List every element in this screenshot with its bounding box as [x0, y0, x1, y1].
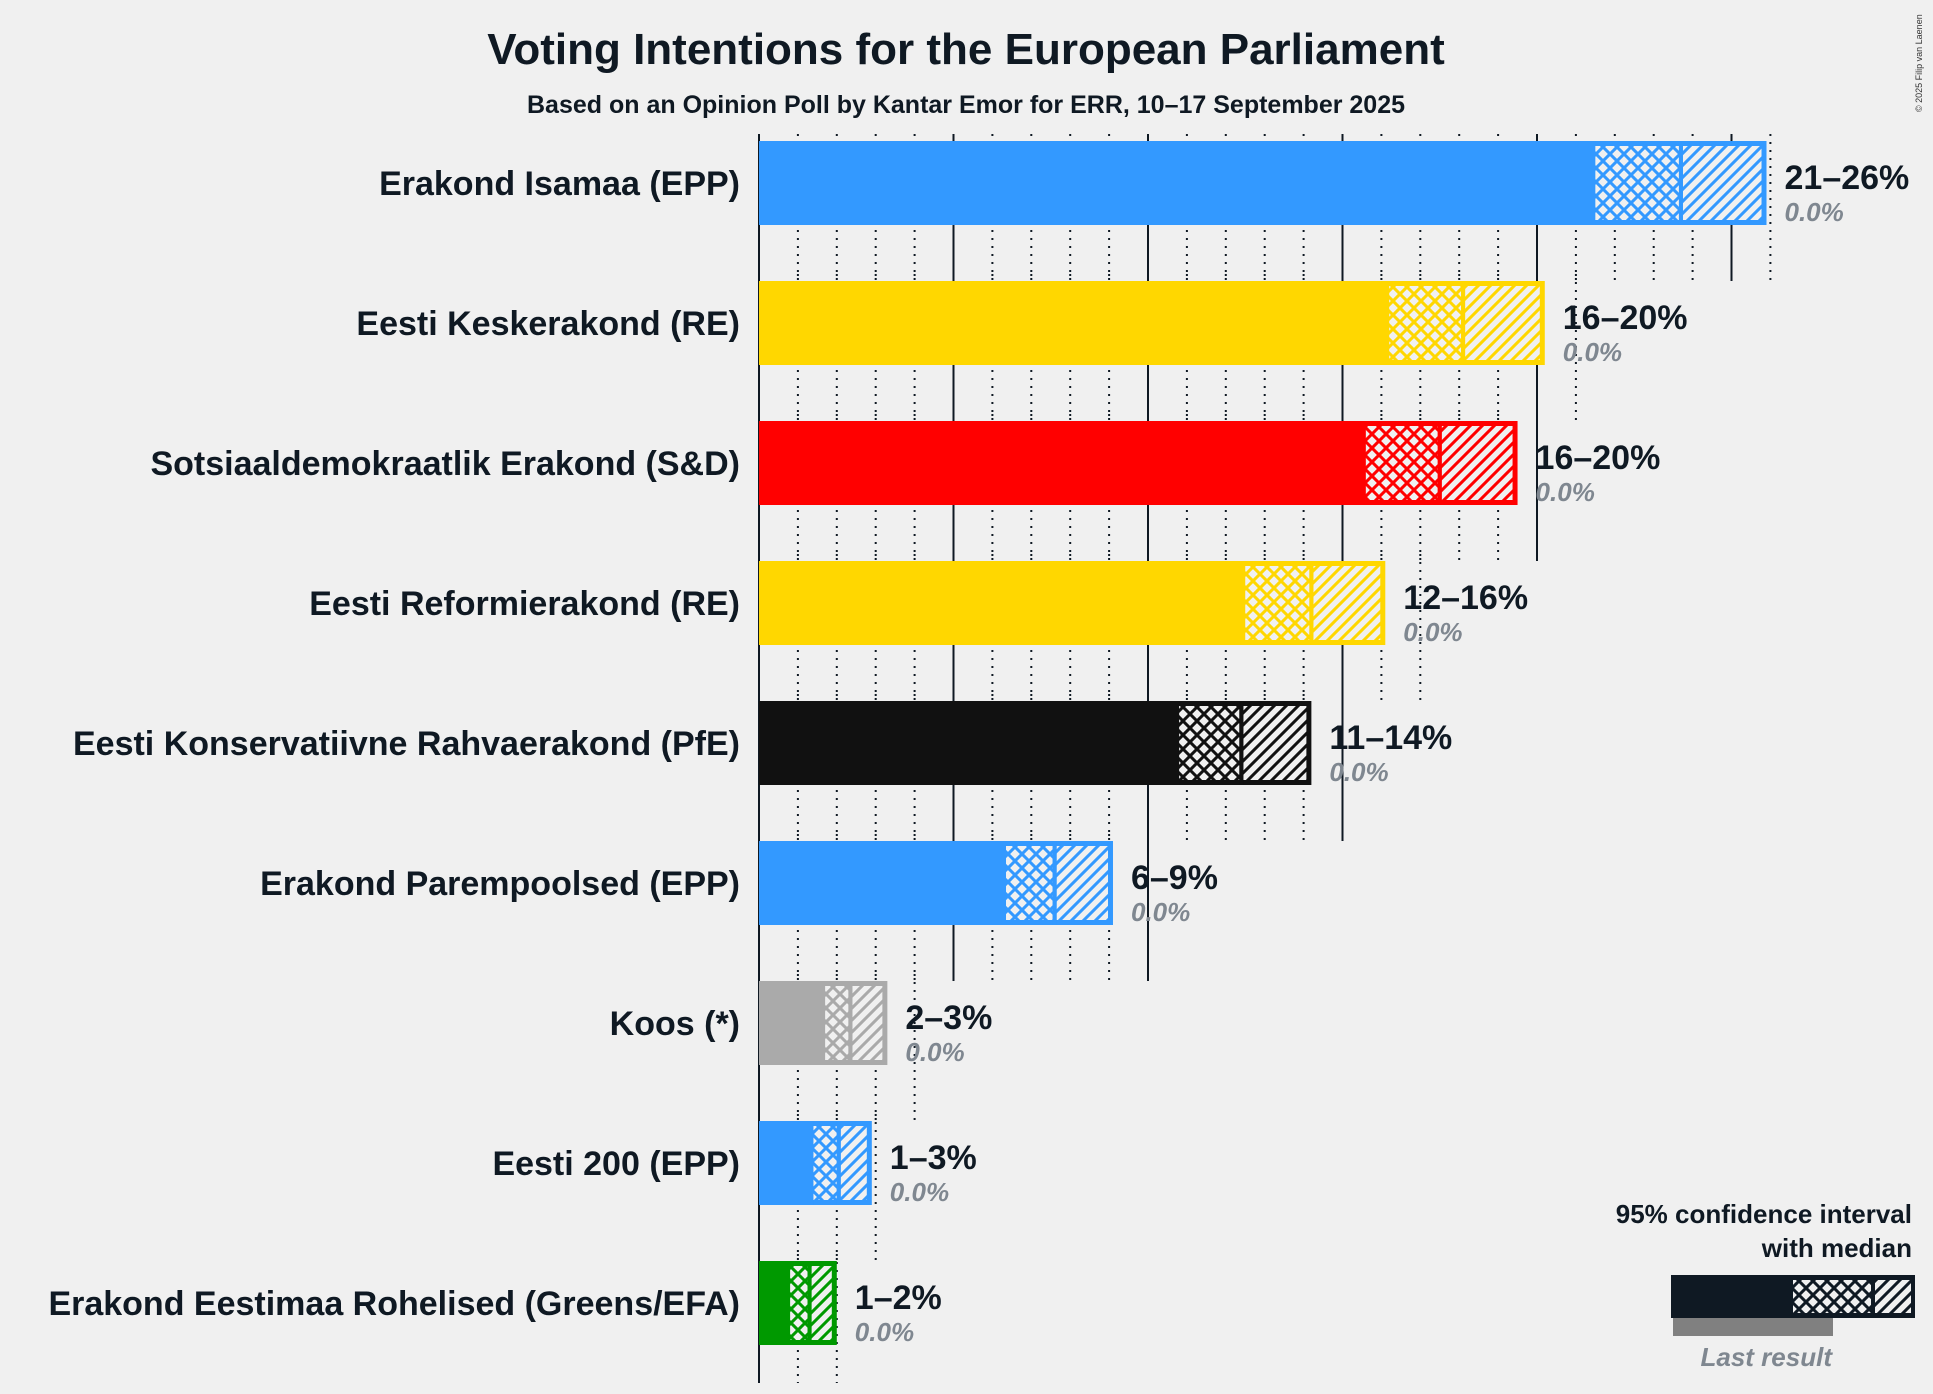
range-label: 1–3%	[890, 1139, 977, 1177]
bar-solid	[759, 841, 1007, 925]
range-label: 2–3%	[905, 999, 992, 1037]
median-marker	[1309, 561, 1314, 645]
last-result-label: 0.0%	[1403, 617, 1462, 647]
legend-last-result-label: Last result	[1701, 1342, 1834, 1372]
last-result-label: 0.0%	[1785, 197, 1844, 227]
bar-group	[759, 981, 888, 1065]
bar-ci-lower-crosshatch	[790, 1266, 808, 1340]
bar-ci-lower-crosshatch	[1179, 706, 1240, 780]
party-label: Erakond Eestimaa Rohelised (Greens/EFA)	[48, 1285, 740, 1323]
median-marker	[1461, 281, 1466, 365]
last-result-label: 0.0%	[1563, 337, 1622, 367]
bar-ci-lower-crosshatch	[1595, 146, 1679, 220]
chart-title: Voting Intentions for the European Parli…	[487, 25, 1445, 74]
bar-solid	[759, 701, 1180, 785]
bar-solid	[759, 281, 1390, 365]
credit-text: © 2025 Filip van Laenen	[1914, 14, 1924, 112]
range-label: 12–16%	[1403, 579, 1528, 617]
legend-title-line2: with median	[1761, 1233, 1912, 1263]
last-result-label: 0.0%	[1329, 757, 1388, 787]
bar-ci-upper-hatch	[1441, 426, 1513, 500]
party-label: Koos (*)	[610, 1005, 740, 1043]
last-result-label: 0.0%	[905, 1037, 964, 1067]
bar-ci-upper-hatch	[1243, 706, 1307, 780]
range-label: 6–9%	[1131, 859, 1218, 897]
bars	[759, 141, 1767, 1345]
bar-solid	[759, 421, 1366, 505]
range-label: 1–2%	[855, 1279, 942, 1317]
bar-group	[759, 281, 1545, 365]
party-label: Sotsiaaldemokraatlik Erakond (S&D)	[150, 445, 740, 483]
median-marker	[1437, 421, 1442, 505]
party-label: Erakond Parempoolsed (EPP)	[260, 865, 740, 903]
party-label: Eesti Konservatiivne Rahvaerakond (PfE)	[73, 725, 740, 763]
bar-ci-lower-crosshatch	[1389, 286, 1462, 360]
bar-group	[759, 421, 1518, 505]
legend-hatch	[1875, 1280, 1911, 1313]
bar-ci-upper-hatch	[1682, 146, 1762, 220]
last-result-label: 0.0%	[855, 1317, 914, 1347]
bar-ci-lower-crosshatch	[813, 1126, 837, 1200]
bar-ci-upper-hatch	[1313, 566, 1381, 640]
last-result-label: 0.0%	[1536, 477, 1595, 507]
last-result-label: 0.0%	[1131, 897, 1190, 927]
bar-solid	[759, 1261, 791, 1345]
range-label: 21–26%	[1785, 159, 1910, 197]
median-marker	[1052, 841, 1057, 925]
bar-ci-upper-hatch	[811, 1266, 832, 1340]
bar-solid	[759, 561, 1246, 645]
bar-ci-upper-hatch	[1465, 286, 1540, 360]
bar-group	[759, 1121, 872, 1205]
bar-solid	[759, 981, 826, 1065]
party-label: Eesti Keskerakond (RE)	[356, 305, 740, 343]
median-marker	[848, 981, 853, 1065]
legend-title-line1: 95% confidence interval	[1616, 1199, 1912, 1229]
median-marker	[1678, 141, 1683, 225]
party-label: Eesti Reformierakond (RE)	[309, 585, 740, 623]
range-label: 16–20%	[1536, 439, 1661, 477]
bar-group	[759, 841, 1113, 925]
bar-ci-lower-crosshatch	[1245, 566, 1310, 640]
legend: 95% confidence interval with median Last…	[1616, 1199, 1915, 1372]
bar-solid	[759, 141, 1596, 225]
labels: Erakond Isamaa (EPP) 21–26%0.0%Eesti Kesk…	[48, 159, 1909, 1347]
party-label: Eesti 200 (EPP)	[492, 1145, 740, 1183]
bar-group	[759, 701, 1312, 785]
bar-ci-upper-hatch	[1056, 846, 1108, 920]
last-result-label: 0.0%	[890, 1177, 949, 1207]
range-label: 11–14%	[1329, 719, 1452, 757]
bar-ci-lower-crosshatch	[1365, 426, 1438, 500]
bar-group	[759, 1261, 837, 1345]
median-marker	[1239, 701, 1244, 785]
bar-ci-lower-crosshatch	[825, 986, 849, 1060]
bar-ci-upper-hatch	[840, 1126, 867, 1200]
party-label: Erakond Isamaa (EPP)	[379, 165, 740, 203]
legend-crosshatch	[1793, 1280, 1871, 1313]
chart-subtitle: Based on an Opinion Poll by Kantar Emor …	[527, 91, 1405, 119]
range-label: 16–20%	[1563, 299, 1688, 337]
bar-group	[759, 141, 1767, 225]
bar-solid	[759, 1121, 814, 1205]
legend-last-result-bar	[1673, 1316, 1833, 1336]
bar-ci-upper-hatch	[852, 986, 883, 1060]
bar-ci-lower-crosshatch	[1006, 846, 1053, 920]
median-marker	[836, 1121, 841, 1205]
median-marker	[807, 1261, 812, 1345]
bar-group	[759, 561, 1386, 645]
